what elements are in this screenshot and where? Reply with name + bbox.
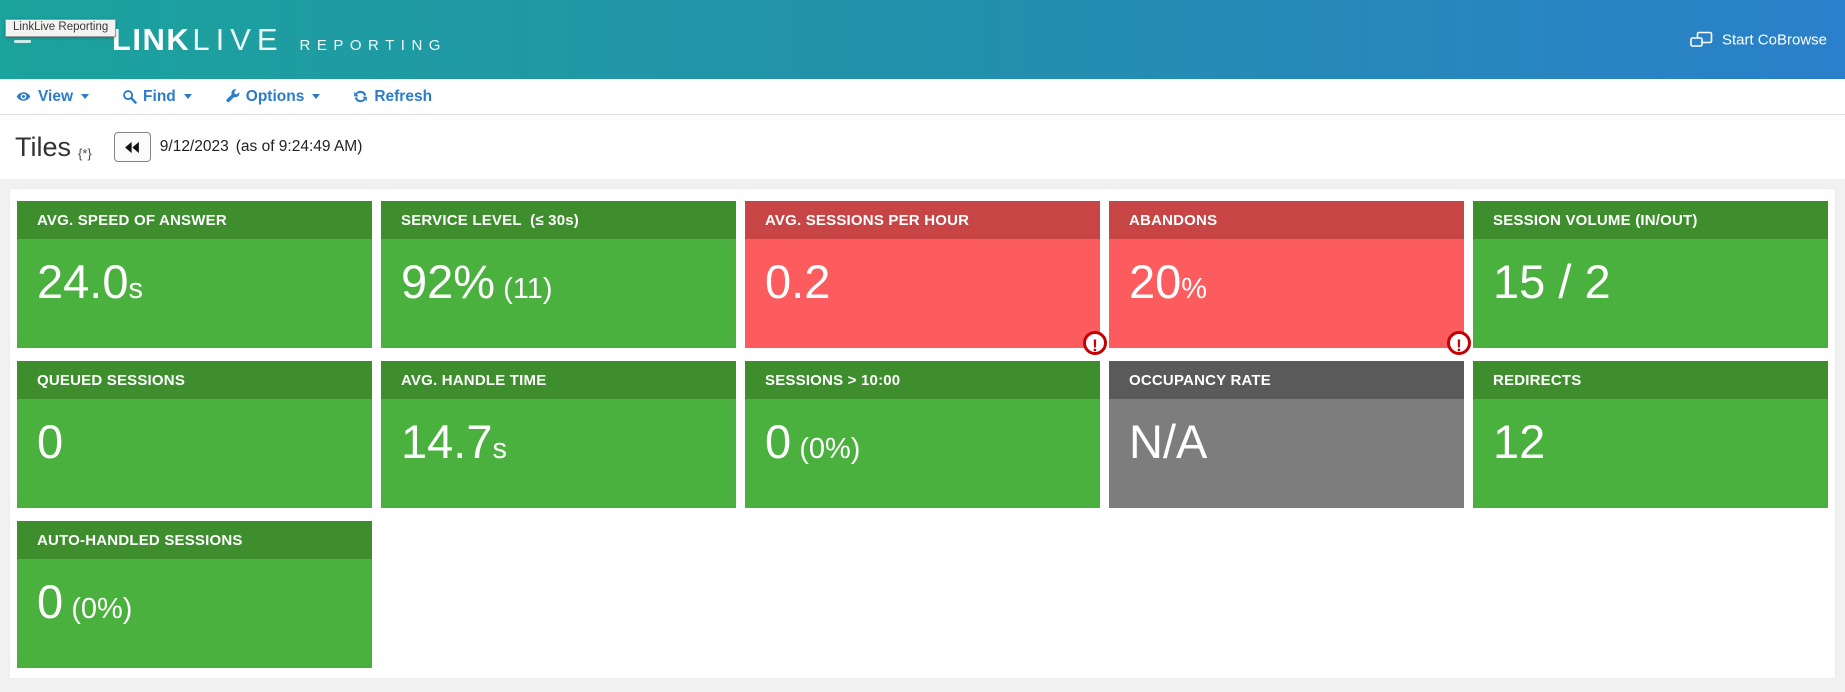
tile-value: 0.2 bbox=[745, 239, 1100, 348]
tile-avg-sessions-per-hour[interactable]: AVG. SESSIONS PER HOUR 0.2! bbox=[745, 201, 1107, 355]
title-bar: Tiles {*} 9/12/2023 (as of 9:24:49 AM) bbox=[0, 115, 1845, 179]
tile-abandons[interactable]: ABANDONS 20%! bbox=[1109, 201, 1471, 355]
find-label: Find bbox=[143, 87, 176, 105]
tile-sessions-10-00[interactable]: SESSIONS > 10:00 0 (0%) bbox=[745, 361, 1100, 508]
app-header: LinkLive Reporting LINK LIVE REPORTING St… bbox=[0, 0, 1845, 79]
tile-value: 92% (11) bbox=[381, 239, 736, 348]
start-cobrowse-label: Start CoBrowse bbox=[1721, 31, 1827, 48]
tiles-panel: AVG. SPEED OF ANSWER 24.0 s SERVICE LEVEL (… bbox=[9, 188, 1836, 679]
tile-value-sub: (0%) bbox=[791, 433, 861, 465]
tile-value-sub: (11) bbox=[495, 273, 553, 305]
tile-value-main: 15 / 2 bbox=[1493, 255, 1611, 308]
tile-label: ABANDONS bbox=[1109, 201, 1464, 239]
tile-label: SERVICE LEVEL (≤ 30s) bbox=[381, 201, 736, 239]
tile-value-main: 12 bbox=[1493, 415, 1546, 468]
tile-value-main: 14.7 bbox=[401, 415, 493, 468]
app-logo: LINK LIVE REPORTING bbox=[112, 22, 447, 58]
tile-value: 12 bbox=[1473, 399, 1828, 508]
wrench-icon bbox=[226, 89, 240, 103]
tile-label: AVG. SPEED OF ANSWER bbox=[17, 201, 372, 239]
tile-occupancy-rate[interactable]: OCCUPANCY RATE N/A bbox=[1109, 361, 1464, 508]
tile-value-sub: (0%) bbox=[63, 593, 133, 625]
toolbar: View Find Options Refresh bbox=[0, 79, 1845, 115]
tile-label: OCCUPANCY RATE bbox=[1109, 361, 1464, 399]
warning-icon[interactable]: ! bbox=[1447, 331, 1471, 355]
tile-value: 15 / 2 bbox=[1473, 239, 1828, 348]
options-menu-button[interactable]: Options bbox=[225, 88, 321, 106]
tile-label: QUEUED SESSIONS bbox=[17, 361, 372, 399]
logo-link-text: LINK bbox=[112, 21, 191, 57]
rewind-icon bbox=[125, 141, 140, 153]
eye-icon bbox=[16, 92, 31, 101]
start-cobrowse-button[interactable]: Start CoBrowse bbox=[1690, 31, 1827, 48]
tile-label: AVG. SESSIONS PER HOUR bbox=[745, 201, 1100, 239]
report-date: 9/12/2023 bbox=[159, 138, 229, 155]
tile-label: SESSION VOLUME (IN/OUT) bbox=[1473, 201, 1828, 239]
title-marker: {*} bbox=[78, 145, 92, 161]
tile-label: AUTO-HANDLED SESSIONS bbox=[17, 521, 372, 559]
tooltip: LinkLive Reporting bbox=[5, 19, 117, 37]
tile-redirects[interactable]: REDIRECTS 12 bbox=[1473, 361, 1828, 508]
tile-service-level-30s[interactable]: SERVICE LEVEL (≤ 30s) 92% (11) bbox=[381, 201, 736, 348]
refresh-icon bbox=[354, 90, 368, 103]
tile-session-volume-in-out[interactable]: SESSION VOLUME (IN/OUT) 15 / 2 bbox=[1473, 201, 1828, 348]
tile-label: REDIRECTS bbox=[1473, 361, 1828, 399]
tile-value-main: 0.2 bbox=[765, 255, 831, 308]
tile-value-sub: s bbox=[492, 433, 507, 465]
tile-value: 14.7 s bbox=[381, 399, 736, 508]
cobrowse-icon bbox=[1690, 31, 1713, 47]
tile-avg-speed-of-answer[interactable]: AVG. SPEED OF ANSWER 24.0 s bbox=[17, 201, 372, 348]
options-label: Options bbox=[245, 87, 305, 105]
content-area: AVG. SPEED OF ANSWER 24.0 s SERVICE LEVEL (… bbox=[0, 179, 1845, 692]
tile-label: AVG. HANDLE TIME bbox=[381, 361, 736, 399]
tile-auto-handled-sessions[interactable]: AUTO-HANDLED SESSIONS 0 (0%) bbox=[17, 521, 372, 668]
tile-value: N/A bbox=[1109, 399, 1464, 508]
refresh-button[interactable]: Refresh bbox=[353, 88, 432, 106]
tile-value-main: 0 bbox=[37, 415, 64, 468]
tile-value-main: 92% bbox=[401, 255, 496, 308]
view-menu-button[interactable]: View bbox=[15, 87, 90, 106]
tile-value: 24.0 s bbox=[17, 239, 372, 348]
tile-value-sub: % bbox=[1181, 273, 1208, 305]
tile-value-sub: s bbox=[128, 273, 143, 305]
search-icon bbox=[123, 90, 137, 104]
tile-value-main: 20 bbox=[1129, 255, 1182, 308]
tile-label: SESSIONS > 10:00 bbox=[745, 361, 1100, 399]
view-label: View bbox=[38, 87, 74, 105]
tile-value: 0 (0%) bbox=[745, 399, 1100, 508]
tiles-grid: AVG. SPEED OF ANSWER 24.0 s SERVICE LEVEL (… bbox=[17, 201, 1828, 668]
logo-live-text: LIVE bbox=[192, 21, 284, 57]
refresh-label: Refresh bbox=[374, 87, 433, 105]
tile-value-main: 0 bbox=[37, 575, 64, 628]
find-menu-button[interactable]: Find bbox=[122, 88, 192, 106]
tile-value: 0 (0%) bbox=[17, 559, 372, 668]
tile-value-main: N/A bbox=[1129, 415, 1208, 468]
rewind-date-button[interactable] bbox=[113, 132, 151, 162]
tile-value: 20% bbox=[1109, 239, 1464, 348]
tile-value-main: 0 bbox=[765, 415, 792, 468]
chevron-down-icon bbox=[81, 94, 90, 99]
chevron-down-icon bbox=[183, 94, 192, 99]
tile-value: 0 bbox=[17, 399, 372, 508]
tile-value-main: 24.0 bbox=[37, 255, 129, 308]
tile-avg-handle-time[interactable]: AVG. HANDLE TIME 14.7 s bbox=[381, 361, 736, 508]
tile-queued-sessions[interactable]: QUEUED SESSIONS 0 bbox=[17, 361, 372, 508]
chevron-down-icon bbox=[312, 94, 321, 99]
warning-icon[interactable]: ! bbox=[1083, 331, 1107, 355]
logo-reporting-text: REPORTING bbox=[299, 36, 447, 54]
as-of-time: (as of 9:24:49 AM) bbox=[235, 138, 363, 155]
page-title: Tiles bbox=[15, 131, 72, 162]
